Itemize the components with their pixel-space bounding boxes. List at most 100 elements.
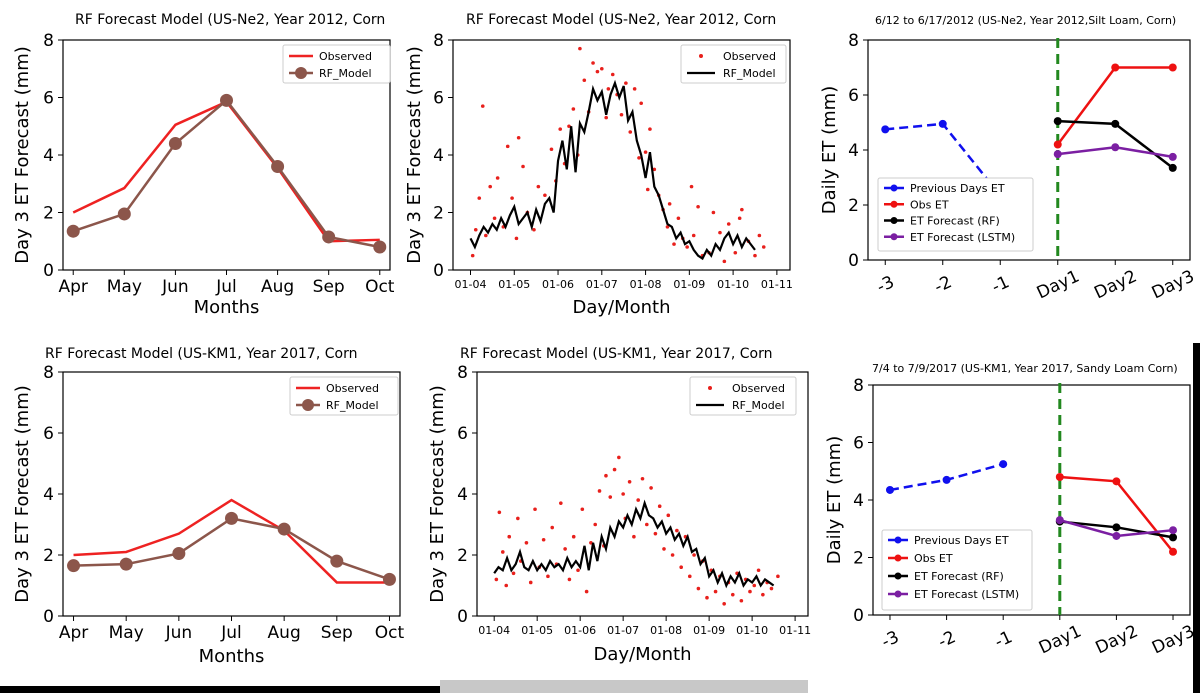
y-tick-label: 2 bbox=[848, 196, 859, 216]
obs-et-point bbox=[1169, 547, 1178, 556]
observed-point bbox=[484, 233, 488, 238]
obs-et-point bbox=[1053, 140, 1062, 149]
observed-point bbox=[649, 486, 653, 490]
observed-point bbox=[627, 480, 632, 484]
observed-point bbox=[550, 525, 555, 530]
et-forecast-lstm-point bbox=[1111, 143, 1120, 152]
observed-point bbox=[640, 476, 645, 481]
x-tick-label: May bbox=[107, 277, 142, 297]
x-tick-label: Aug bbox=[268, 623, 301, 643]
rf-model-point bbox=[382, 572, 396, 586]
observed-point bbox=[711, 210, 716, 215]
et-forecast-rf-point bbox=[1053, 117, 1062, 126]
legend-previous-days-et-marker bbox=[890, 184, 898, 192]
observed-point bbox=[584, 589, 589, 594]
rf-model-point bbox=[67, 559, 81, 573]
observed-point bbox=[692, 553, 696, 557]
x-tick-label: Apr bbox=[59, 277, 88, 297]
chart-daily-2017: RF Forecast Model (US-KM1, Year 2017, Co… bbox=[427, 346, 811, 665]
observed-point bbox=[621, 492, 625, 496]
y-tick-label: 2 bbox=[853, 549, 864, 569]
legend-obs-et-label: Obs ET bbox=[914, 552, 953, 565]
legend-rf-label: RF_Model bbox=[319, 67, 372, 80]
y-tick-label: 2 bbox=[43, 204, 54, 224]
x-tick-label: 01-11 bbox=[779, 624, 811, 637]
legend-obs-et-label: Obs ET bbox=[910, 198, 949, 211]
observed-point bbox=[591, 61, 595, 65]
y-tick-label: 2 bbox=[43, 546, 54, 566]
observed-point bbox=[543, 193, 547, 198]
y-axis-label: Daily ET (mm) bbox=[824, 436, 845, 564]
y-axis-label: Day 3 ET Forecast (mm) bbox=[427, 385, 448, 603]
observed-point bbox=[580, 507, 585, 512]
legend-box bbox=[881, 529, 1033, 611]
y-tick-label: 0 bbox=[848, 251, 859, 271]
rf-model-point bbox=[172, 546, 186, 560]
observed-point bbox=[761, 245, 766, 249]
legend-et-forecast-rf-label: ET Forecast (RF) bbox=[914, 570, 1004, 583]
observed-point bbox=[644, 522, 649, 527]
legend-obs-et-marker bbox=[894, 554, 902, 562]
y-tick-label: 4 bbox=[43, 146, 54, 166]
chart-title: RF Forecast Model (US-Ne2, Year 2012, Co… bbox=[466, 12, 776, 28]
legend-obs-et-marker bbox=[890, 200, 898, 208]
x-tick-label: 01-06 bbox=[564, 624, 596, 637]
y-tick-label: 6 bbox=[433, 89, 444, 109]
observed-point bbox=[576, 568, 580, 573]
legend-observed-marker bbox=[708, 386, 712, 390]
observed-point bbox=[696, 204, 700, 209]
y-tick-label: 8 bbox=[848, 31, 859, 51]
observed-point bbox=[639, 101, 643, 106]
x-tick-label: Day3 bbox=[1149, 621, 1198, 658]
et-forecast-lstm-point bbox=[1168, 152, 1177, 161]
observed-point bbox=[606, 87, 611, 91]
observed-point bbox=[558, 127, 563, 131]
legend-et-forecast-rf-marker bbox=[890, 217, 898, 224]
y-tick-label: 6 bbox=[848, 86, 859, 106]
legend-rf-label: RF_Model bbox=[723, 67, 776, 80]
x-tick-label: 01-07 bbox=[586, 278, 618, 291]
rf-model-line bbox=[72, 98, 381, 249]
chart-title: RF Forecast Model (US-KM1, Year 2017, Co… bbox=[45, 346, 357, 362]
y-tick-label: 0 bbox=[457, 607, 468, 627]
observed-point bbox=[619, 112, 624, 117]
x-tick-label: 01-09 bbox=[673, 278, 705, 291]
legend-observed-label: Observed bbox=[723, 50, 776, 63]
observed-point bbox=[689, 184, 694, 189]
x-tick-label: Aug bbox=[261, 277, 294, 297]
legend-previous-days-et-marker bbox=[894, 536, 902, 544]
x-tick-label: Oct bbox=[375, 623, 405, 643]
x-tick-label: Day2 bbox=[1092, 621, 1141, 658]
previous-days-et-point bbox=[881, 125, 890, 134]
x-axis-label: Day/Month bbox=[593, 644, 691, 665]
observed-point bbox=[696, 586, 701, 591]
y-axis-label: Daily ET (mm) bbox=[819, 86, 840, 214]
observed-point bbox=[637, 156, 641, 160]
observed-point bbox=[662, 547, 666, 551]
y-tick-label: 4 bbox=[433, 146, 444, 166]
x-tick-label: 01-08 bbox=[630, 278, 662, 291]
y-tick-label: 8 bbox=[433, 31, 444, 51]
x-tick-label: -2 bbox=[935, 627, 959, 652]
x-tick-label: Day1 bbox=[1036, 621, 1085, 658]
observed-point bbox=[672, 242, 676, 246]
x-tick-label: Sep bbox=[313, 277, 345, 297]
obs-et-point bbox=[1112, 477, 1121, 486]
y-tick-label: 4 bbox=[853, 491, 864, 511]
x-tick-label: Jun bbox=[165, 623, 193, 643]
observed-point bbox=[546, 574, 550, 579]
chart-monthly-2012: RF Forecast Model (US-Ne2, Year 2012, Co… bbox=[12, 12, 395, 318]
previous-days-et-point bbox=[885, 485, 894, 494]
x-tick-label: May bbox=[109, 623, 144, 643]
x-tick-label: Day1 bbox=[1034, 266, 1083, 303]
observed-point bbox=[676, 216, 681, 221]
y-tick-label: 0 bbox=[43, 607, 54, 627]
observed-point bbox=[722, 259, 727, 264]
legend: Observed RF_Model bbox=[282, 44, 391, 84]
rf-model-point bbox=[330, 554, 344, 568]
observed-point bbox=[604, 473, 608, 478]
legend: Observed RF_Model bbox=[689, 376, 797, 416]
legend-previous-days-et-label: Previous Days ET bbox=[914, 534, 1009, 547]
x-tick-label: 01-11 bbox=[761, 278, 793, 291]
